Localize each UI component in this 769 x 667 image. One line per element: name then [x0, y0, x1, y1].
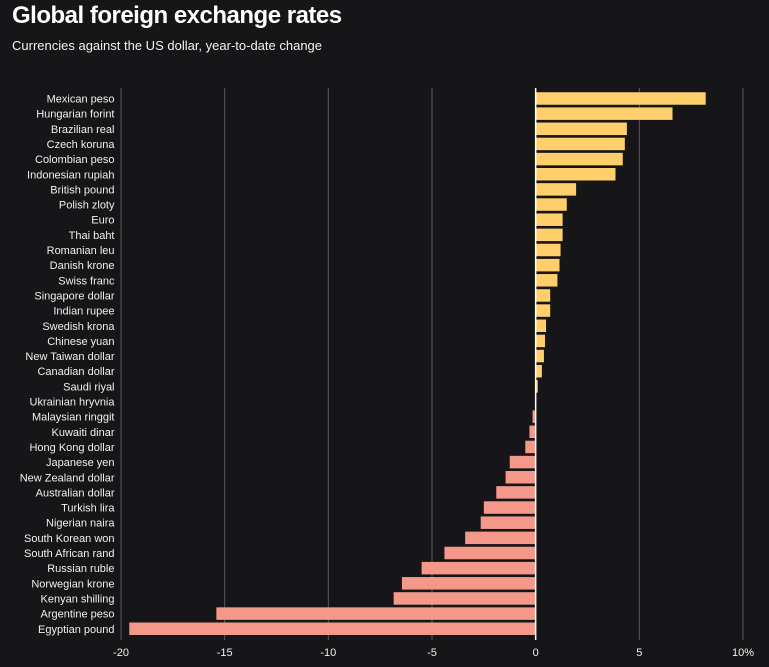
category-label: Indian rupee [53, 306, 114, 318]
category-label: Australian dollar [36, 487, 115, 499]
category-labels: Mexican peso Hungarian forint Brazilian re… [20, 94, 116, 636]
x-tick-label: 10% [732, 647, 754, 659]
category-label: Japanese yen [46, 457, 115, 469]
category-label: New Taiwan dollar [25, 351, 114, 363]
category-label: Polish zloty [59, 200, 115, 212]
bar-singapore-dollar [535, 289, 551, 302]
bar-kenyan-shilling [393, 592, 536, 605]
bar-saudi-riyal [535, 380, 538, 393]
category-label: Romanian leu [47, 245, 115, 257]
category-label: Kenyan shilling [41, 593, 115, 605]
category-label: Argentine peso [41, 609, 115, 621]
bar-hong-kong-dollar [525, 440, 536, 454]
category-label: Turkish lira [61, 503, 115, 515]
bar-kuwaiti-dinar [529, 425, 536, 439]
bar-new-taiwan-dollar [535, 349, 544, 363]
bar-new-zealand-dollar [505, 471, 536, 484]
category-label: Colombian peso [35, 154, 115, 166]
bar-thai-baht [535, 228, 563, 242]
bar-mexican-peso [535, 92, 706, 105]
bar-romanian-leu [535, 243, 561, 257]
category-label: Brazilian real [51, 124, 115, 136]
x-tick-label: 0 [533, 647, 539, 659]
category-label: Hong Kong dollar [29, 442, 114, 454]
bar-swedish-krona [535, 319, 547, 332]
bar-malaysian-ringgit [532, 410, 536, 423]
bar-canadian-dollar [535, 364, 542, 378]
x-tick-label: -5 [427, 647, 437, 659]
category-label: Euro [91, 215, 114, 227]
bar-turkish-lira [483, 501, 536, 514]
category-label: Kuwaiti dinar [52, 427, 115, 439]
bar-argentine-peso [216, 607, 536, 620]
category-label: Hungarian forint [36, 109, 114, 121]
bar-danish-krone [535, 258, 560, 272]
category-label: Indonesian rupiah [27, 169, 114, 181]
category-label: Saudi riyal [63, 381, 114, 393]
category-label: Malaysian ringgit [32, 412, 115, 424]
category-label: Swedish krona [42, 321, 115, 333]
bar-norwegian-krone [401, 577, 536, 590]
bar-brazilian-real [535, 122, 627, 136]
bar-egyptian-pound [129, 622, 536, 635]
bar-british-pound [535, 183, 577, 196]
category-label: Singapore dollar [34, 290, 114, 302]
bar-czech-koruna [535, 137, 625, 151]
category-label: British pound [50, 184, 114, 196]
category-label: Mexican peso [47, 94, 115, 106]
chart-title: Global foreign exchange rates [12, 2, 342, 29]
category-label: Thai baht [69, 230, 115, 242]
bar-euro [535, 213, 563, 226]
category-label: Ukrainian hryvnia [30, 397, 116, 409]
category-label: Canadian dollar [37, 366, 114, 378]
category-label: South Korean won [24, 533, 115, 545]
bar-polish-zloty [535, 198, 567, 211]
bar-swiss-franc [535, 274, 558, 287]
bar-nigerian-naira [480, 516, 536, 529]
category-label: Russian ruble [47, 563, 114, 575]
bar-russian-ruble [421, 561, 536, 575]
x-axis-ticks: -20 -15 -10 -5 0 5 10% [113, 647, 754, 659]
chart-subtitle: Currencies against the US dollar, year-t… [12, 38, 323, 53]
category-label: Czech koruna [47, 139, 116, 151]
bar-indian-rupee [535, 304, 551, 317]
category-label: Nigerian naira [46, 518, 115, 530]
gridlines [120, 88, 744, 640]
category-label: Chinese yuan [47, 336, 114, 348]
bars [129, 92, 706, 635]
x-tick-label: -15 [217, 647, 233, 659]
x-tick-label: -10 [320, 647, 336, 659]
x-tick-label: -20 [113, 647, 129, 659]
bar-colombian-peso [535, 152, 623, 166]
bar-hungarian-forint [535, 107, 673, 120]
bar-indonesian-rupiah [535, 168, 616, 181]
category-label: South African rand [24, 548, 115, 560]
category-label: New Zealand dollar [20, 472, 115, 484]
category-label: Swiss franc [58, 275, 115, 287]
bar-japanese-yen [509, 455, 536, 469]
category-label: Norwegian krone [31, 578, 114, 590]
bar-south-african-rand [444, 546, 536, 560]
category-label: Danish krone [50, 260, 115, 272]
x-tick-label: 5 [636, 647, 642, 659]
bar-south-korean-won [465, 531, 536, 545]
category-label: Egyptian pound [38, 624, 114, 636]
bar-australian-dollar [496, 486, 536, 499]
bar-chinese-yuan [535, 334, 545, 348]
